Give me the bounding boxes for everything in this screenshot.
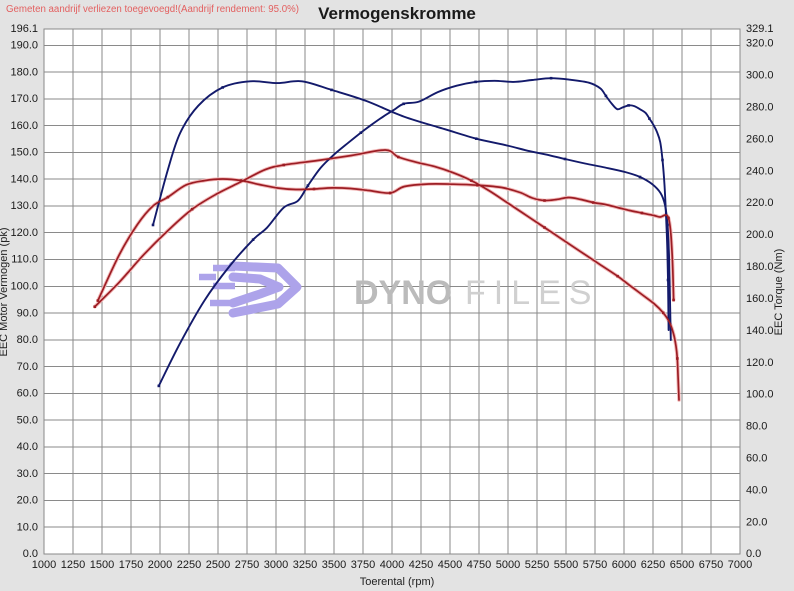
svg-text:DYNO: DYNO: [354, 274, 452, 312]
svg-text:6750: 6750: [699, 559, 723, 571]
svg-text:4000: 4000: [380, 559, 404, 571]
svg-text:1000: 1000: [32, 559, 56, 571]
svg-text:70.0: 70.0: [17, 361, 38, 373]
svg-text:1250: 1250: [61, 559, 85, 571]
svg-text:320.0: 320.0: [746, 38, 774, 50]
svg-text:2500: 2500: [206, 559, 230, 571]
svg-text:FILES: FILES: [465, 274, 599, 312]
svg-text:140.0: 140.0: [10, 173, 38, 185]
svg-text:4750: 4750: [467, 559, 491, 571]
svg-text:329.1: 329.1: [746, 23, 774, 35]
svg-text:6000: 6000: [612, 559, 636, 571]
svg-text:130.0: 130.0: [10, 200, 38, 212]
svg-text:120.0: 120.0: [746, 357, 774, 369]
svg-text:160.0: 160.0: [10, 120, 38, 132]
svg-text:2750: 2750: [235, 559, 259, 571]
svg-text:240.0: 240.0: [746, 165, 774, 177]
svg-text:260.0: 260.0: [746, 133, 774, 145]
svg-text:100.0: 100.0: [746, 389, 774, 401]
svg-text:2250: 2250: [177, 559, 201, 571]
svg-text:6250: 6250: [641, 559, 665, 571]
svg-text:3000: 3000: [264, 559, 288, 571]
svg-text:5500: 5500: [554, 559, 578, 571]
svg-text:60.0: 60.0: [17, 388, 38, 400]
svg-text:0.0: 0.0: [746, 548, 761, 560]
svg-text:200.0: 200.0: [746, 229, 774, 241]
svg-text:20.0: 20.0: [746, 516, 767, 528]
svg-text:140.0: 140.0: [746, 325, 774, 337]
svg-text:180.0: 180.0: [746, 261, 774, 273]
svg-text:3750: 3750: [351, 559, 375, 571]
svg-text:5000: 5000: [496, 559, 520, 571]
svg-text:1500: 1500: [90, 559, 114, 571]
svg-text:40.0: 40.0: [746, 484, 767, 496]
svg-text:190.0: 190.0: [10, 40, 38, 52]
svg-text:110.0: 110.0: [11, 254, 38, 266]
svg-text:7000: 7000: [728, 559, 752, 571]
svg-text:120.0: 120.0: [10, 227, 38, 239]
svg-text:1750: 1750: [119, 559, 143, 571]
svg-text:50.0: 50.0: [17, 414, 38, 426]
svg-text:5750: 5750: [583, 559, 607, 571]
svg-text:196.1: 196.1: [10, 23, 38, 35]
svg-text:160.0: 160.0: [746, 293, 774, 305]
svg-text:5250: 5250: [525, 559, 549, 571]
svg-text:3250: 3250: [293, 559, 317, 571]
svg-text:0.0: 0.0: [23, 548, 38, 560]
svg-text:220.0: 220.0: [746, 197, 774, 209]
svg-text:90.0: 90.0: [17, 307, 38, 319]
svg-text:150.0: 150.0: [10, 147, 38, 159]
svg-text:180.0: 180.0: [10, 66, 38, 78]
svg-text:6500: 6500: [670, 559, 694, 571]
svg-text:10.0: 10.0: [17, 521, 38, 533]
svg-text:4500: 4500: [438, 559, 462, 571]
svg-text:300.0: 300.0: [746, 70, 774, 82]
svg-text:280.0: 280.0: [746, 102, 774, 114]
svg-text:30.0: 30.0: [17, 468, 38, 480]
svg-text:80.0: 80.0: [17, 334, 38, 346]
svg-text:4250: 4250: [409, 559, 433, 571]
svg-text:60.0: 60.0: [746, 452, 767, 464]
svg-text:40.0: 40.0: [17, 441, 38, 453]
svg-text:3500: 3500: [322, 559, 346, 571]
svg-text:170.0: 170.0: [10, 93, 38, 105]
svg-text:80.0: 80.0: [746, 421, 767, 433]
svg-text:2000: 2000: [148, 559, 172, 571]
svg-text:100.0: 100.0: [10, 280, 38, 292]
svg-text:20.0: 20.0: [17, 495, 38, 507]
